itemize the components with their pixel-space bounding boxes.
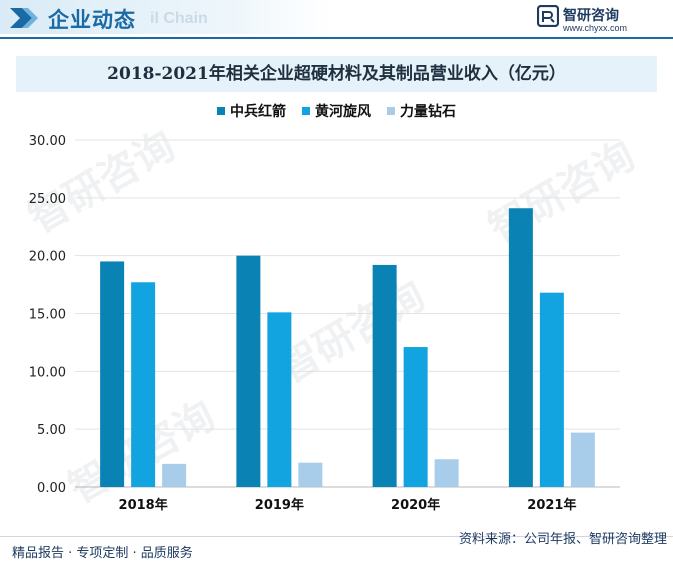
double-chevron-icon: [10, 8, 38, 28]
brand-url: www.chyxx.com: [563, 23, 628, 33]
header-band: [0, 0, 330, 34]
chart-title-bar: 2018-2021年相关企业超硬材料及其制品营业收入（亿元）: [16, 56, 657, 92]
legend-label: 中兵红箭: [230, 104, 286, 120]
legend-swatch: [217, 107, 225, 115]
bar: [100, 261, 125, 487]
y-tick-label: 25.00: [29, 192, 66, 207]
legend-label: 力量钻石: [400, 104, 456, 120]
bar: [508, 208, 533, 487]
legend-item: 黄河旋风: [302, 101, 371, 121]
y-tick-label: 30.00: [29, 134, 66, 149]
y-tick-label: 15.00: [29, 308, 66, 323]
y-tick-label: 20.00: [29, 250, 66, 265]
legend-label: 黄河旋风: [315, 104, 371, 120]
chart-title: 2018-2021年相关企业超硬材料及其制品营业收入（亿元）: [107, 64, 566, 84]
chart-legend: 中兵红箭 黄河旋风 力量钻石: [0, 101, 673, 121]
footer-tagline: 精品报告 · 专项定制 · 品质服务: [12, 546, 193, 561]
bar: [162, 463, 187, 487]
bar: [372, 264, 397, 487]
bar: [570, 432, 595, 487]
x-tick-label: 2021年: [527, 497, 576, 513]
bar: [539, 292, 564, 487]
source-note: 资料来源：公司年报、智研咨询整理: [458, 532, 667, 547]
bar: [131, 282, 156, 487]
legend-item: 力量钻石: [387, 101, 456, 121]
y-tick-label: 5.00: [37, 423, 66, 438]
legend-swatch: [302, 107, 310, 115]
page-header: il Chain 企业动态 智研咨询 www.chyxx.com: [0, 0, 673, 39]
bar: [434, 459, 459, 487]
brand-name: 智研咨询: [563, 8, 619, 24]
bar: [298, 462, 323, 487]
section-title: 企业动态: [48, 8, 136, 32]
x-tick-label: 2018年: [119, 497, 168, 513]
footer-divider: [0, 536, 673, 537]
x-tick-label: 2019年: [255, 497, 304, 513]
bar: [267, 312, 292, 487]
y-tick-label: 0.00: [37, 481, 66, 496]
brand-mark-icon: [537, 5, 559, 27]
brand-logo: 智研咨询 www.chyxx.com: [537, 5, 657, 37]
legend-item: 中兵红箭: [217, 101, 286, 121]
x-tick-label: 2020年: [391, 497, 440, 513]
header-divider: [0, 37, 673, 39]
bar: [403, 347, 428, 487]
y-tick-label: 10.00: [29, 365, 66, 380]
legend-swatch: [387, 107, 395, 115]
bar: [236, 255, 261, 487]
header-ghost-text: il Chain: [150, 10, 208, 27]
